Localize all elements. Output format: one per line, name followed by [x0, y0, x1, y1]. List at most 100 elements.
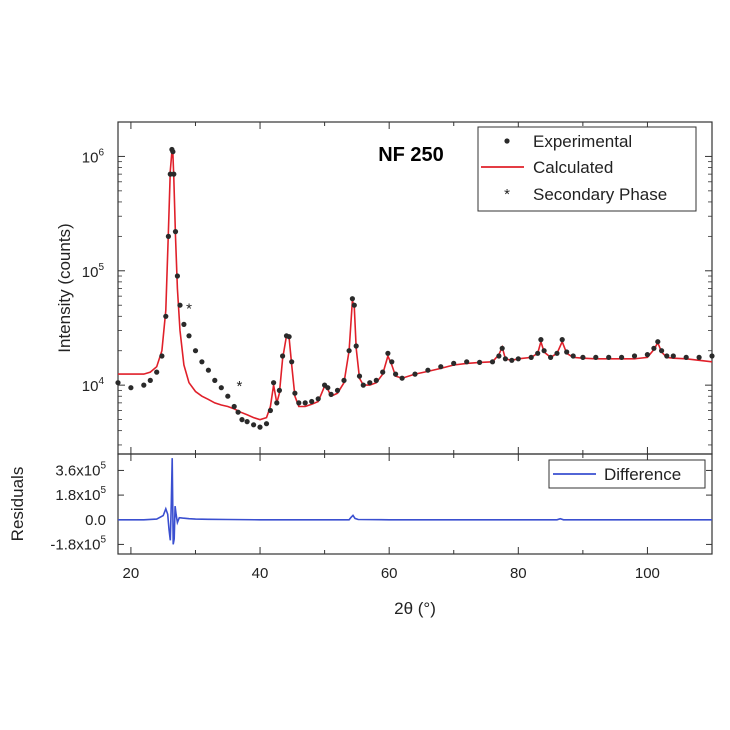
experimental-point [159, 353, 165, 359]
experimental-point [535, 350, 541, 356]
experimental-point [670, 353, 676, 359]
experimental-point [709, 353, 715, 359]
legend-difference-label: Difference [604, 465, 681, 484]
experimental-point [286, 334, 292, 340]
residuals-plot-frame [117, 453, 713, 555]
experimental-point [257, 424, 263, 430]
experimental-point [593, 354, 599, 360]
difference-line [118, 458, 712, 545]
experimental-point [538, 337, 544, 343]
experimental-point [496, 353, 502, 359]
experimental-point [356, 373, 363, 379]
experimental-point [353, 343, 359, 349]
experimental-point [631, 353, 638, 359]
experimental-point [399, 375, 405, 381]
experimental-point [548, 354, 554, 360]
legend-experimental-symbol [504, 138, 510, 144]
experimental-point [170, 149, 176, 155]
experimental-point [218, 385, 224, 391]
experimental-point [289, 359, 295, 365]
x-tick-label: 100 [635, 565, 660, 582]
residuals-y-tick-label: 0.0 [85, 512, 106, 529]
experimental-point [489, 359, 496, 365]
experimental-point [541, 348, 547, 354]
experimental-point [367, 380, 373, 386]
residuals-panel: 3.6x105 1.8x105 0.0 -1.8x105 20 40 60 80 100 Re… [8, 453, 713, 618]
experimental-point [477, 359, 483, 365]
experimental-point [296, 400, 302, 406]
legend-experimental-label: Experimental [533, 132, 632, 151]
experimental-point [655, 339, 661, 345]
x-tick-label: 20 [123, 565, 140, 582]
residuals-legend: Difference [548, 459, 706, 489]
experimental-point [515, 356, 521, 362]
main-y-tick-label: 104 [82, 376, 105, 395]
experimental-point [271, 380, 277, 386]
residuals-y-tick-label: -1.8x105 [50, 534, 106, 553]
experimental-point [302, 400, 308, 406]
experimental-point [186, 333, 192, 339]
x-tick-label: 60 [381, 565, 398, 582]
experimental-point [559, 337, 565, 343]
secondary-phase-marker: * [236, 378, 242, 395]
secondary-phase-marker: * [186, 300, 192, 317]
experimental-point [380, 369, 386, 375]
experimental-point [235, 409, 241, 415]
experimental-point [192, 348, 199, 354]
experimental-point [328, 391, 334, 397]
experimental-point [239, 417, 245, 423]
main-y-tick-label: 106 [82, 147, 105, 166]
experimental-point [292, 390, 298, 396]
experimental-point [341, 377, 347, 383]
experimental-point [499, 345, 505, 351]
main-y-axis-ticks: 104 105 106 [82, 121, 712, 446]
experimental-point [315, 396, 321, 402]
experimental-point [509, 357, 515, 363]
experimental-point [502, 356, 508, 362]
experimental-point [351, 302, 357, 308]
experimental-point [154, 369, 160, 375]
experimental-point [177, 302, 183, 308]
sample-annotation: NF 250 [378, 144, 444, 166]
experimental-point [651, 345, 657, 351]
experimental-point [276, 387, 282, 393]
x-tick-label: 40 [252, 565, 269, 582]
experimental-point [580, 354, 586, 360]
experimental-point [280, 353, 286, 359]
residuals-x-axis-ticks: 20 40 60 80 100 [123, 454, 713, 582]
main-y-axis-label: Intensity (counts) [55, 223, 74, 352]
experimental-point [554, 350, 560, 356]
experimental-point [528, 354, 534, 360]
experimental-point [570, 353, 576, 359]
experimental-point [664, 353, 670, 359]
experimental-point [644, 352, 651, 358]
experimental-point [385, 350, 391, 356]
experimental-point [181, 321, 187, 327]
experimental-point [309, 398, 315, 405]
experimental-point [349, 296, 355, 302]
difference-series [118, 458, 712, 545]
experimental-point [360, 382, 366, 388]
residuals-y-tick-label: 1.8x105 [55, 485, 106, 504]
experimental-point [683, 354, 689, 360]
experimental-point [619, 354, 625, 360]
residuals-y-tick-label: 3.6x105 [55, 460, 106, 479]
experimental-point [564, 349, 570, 355]
experimental-point [373, 377, 379, 383]
experimental-point [172, 229, 179, 235]
experimental-point [165, 233, 171, 239]
main-legend: Experimental Calculated * Secondary Phas… [477, 126, 697, 212]
experimental-point [212, 377, 218, 383]
x-axis-label: 2θ (°) [394, 599, 436, 618]
experimental-series [115, 146, 715, 430]
legend-calculated-label: Calculated [533, 158, 613, 177]
legend-secondary-phase-symbol: * [504, 186, 510, 203]
experimental-point [199, 359, 205, 365]
experimental-point [251, 422, 257, 428]
residuals-y-axis-ticks: 3.6x105 1.8x105 0.0 -1.8x105 [50, 460, 712, 553]
legend-secondary-phase-label: Secondary Phase [533, 185, 667, 204]
experimental-point [128, 385, 134, 391]
